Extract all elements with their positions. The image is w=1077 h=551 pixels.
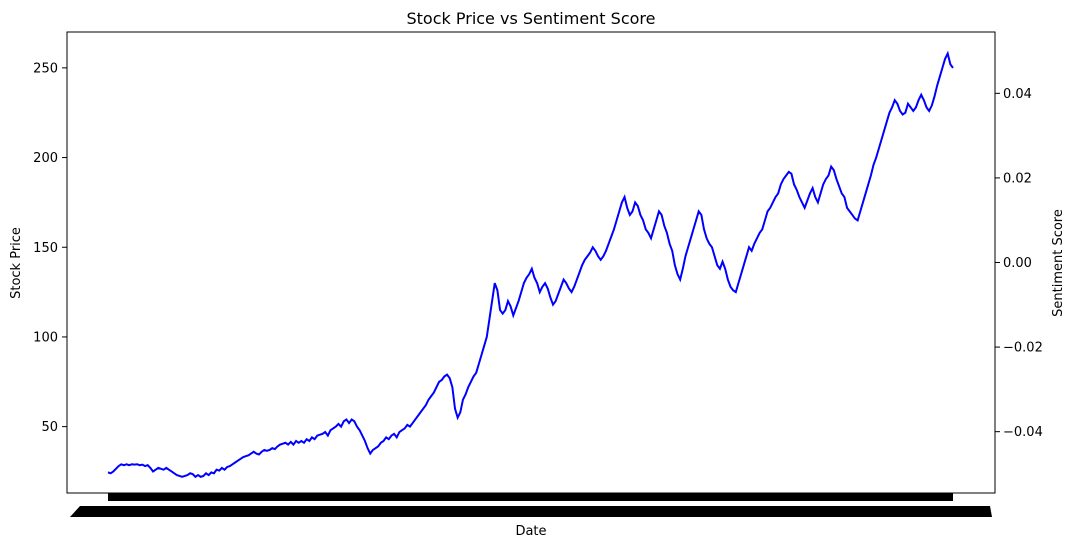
left-y-tick-label: 150	[33, 241, 58, 256]
stock-price-line	[107, 50, 954, 479]
x-axis-label: Date	[515, 524, 546, 539]
chart-title: Stock Price vs Sentiment Score	[407, 9, 656, 28]
left-y-tick-label: 250	[33, 61, 58, 76]
right-y-tick-label: −0.02	[1003, 341, 1043, 356]
right-y-axis: −0.04 −0.02 0.00 0.02 0.04	[995, 87, 1043, 440]
left-y-tick-label: 50	[41, 420, 58, 435]
right-y-tick-label: −0.04	[1003, 425, 1043, 440]
plot-frame	[66, 31, 996, 494]
right-y-tick-label: 0.02	[1003, 171, 1032, 186]
left-y-tick-label: 100	[33, 330, 58, 345]
right-y-tick-label: 0.04	[1003, 87, 1032, 102]
left-y-axis: 50 100 150 200 250	[33, 61, 67, 435]
right-y-axis-label: Sentiment Score	[1051, 209, 1066, 317]
x-axis-ticks	[70, 493, 992, 517]
right-y-tick-label: 0.00	[1003, 256, 1032, 271]
x-tick-marks-band	[108, 493, 953, 501]
x-tick-labels-band	[70, 506, 992, 517]
left-y-axis-label: Stock Price	[9, 227, 24, 299]
left-y-tick-label: 200	[33, 151, 58, 166]
plot-area	[66, 31, 996, 494]
